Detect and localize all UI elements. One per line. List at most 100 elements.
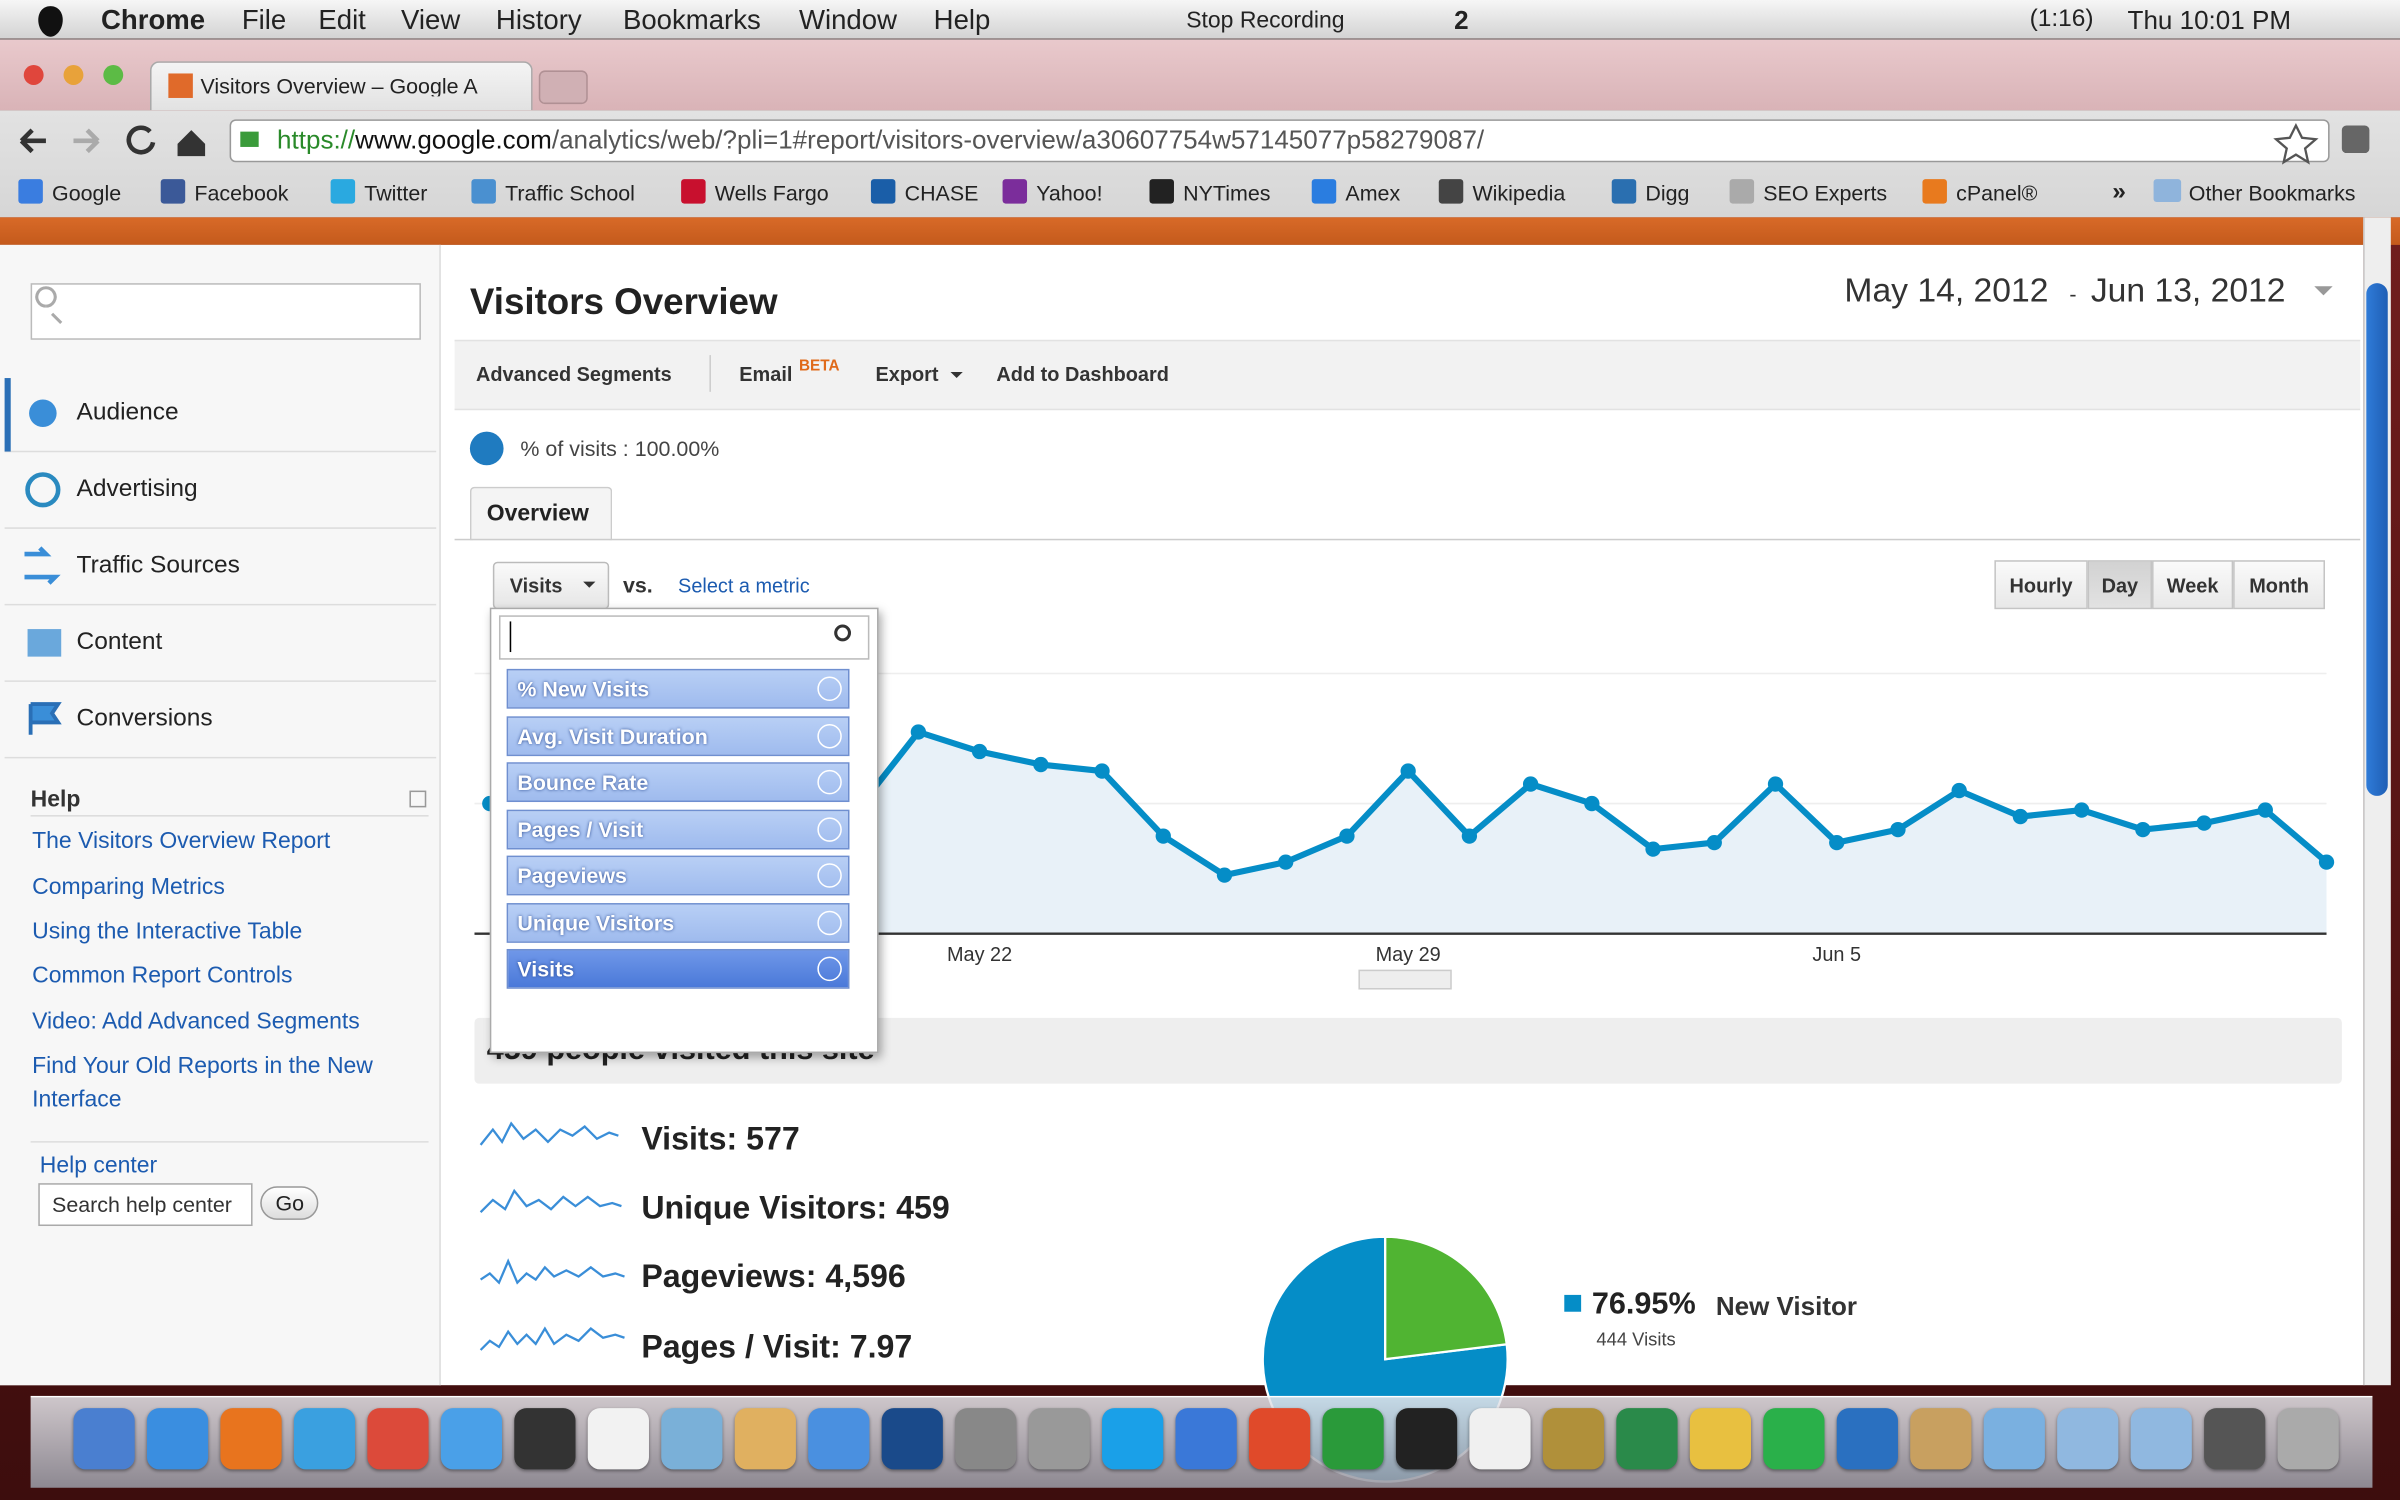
dropdown-item-label[interactable]: % New Visits bbox=[517, 676, 650, 702]
overview-tab[interactable] bbox=[469, 486, 613, 541]
help-link[interactable]: Find Your Old Reports in the New Interfa… bbox=[32, 1053, 373, 1113]
help-search-placeholder[interactable]: Search help center bbox=[52, 1193, 232, 1216]
dock-icon[interactable] bbox=[440, 1408, 503, 1470]
granularity-label[interactable]: Hourly bbox=[2009, 573, 2073, 597]
toolbar-item[interactable]: Advanced Segments bbox=[476, 361, 672, 385]
dock-icon[interactable] bbox=[2130, 1408, 2192, 1470]
dock-icon[interactable] bbox=[734, 1408, 796, 1470]
dock-icon[interactable] bbox=[1102, 1408, 1164, 1470]
nav-item[interactable]: Conversions bbox=[76, 705, 213, 732]
dock-icon[interactable] bbox=[955, 1408, 1017, 1470]
reload-button[interactable] bbox=[126, 125, 156, 155]
zoom-button[interactable] bbox=[103, 65, 124, 85]
menu-item[interactable]: File bbox=[241, 4, 287, 36]
forward-button[interactable] bbox=[73, 128, 100, 154]
dock-icon[interactable] bbox=[293, 1408, 356, 1470]
bookmark[interactable]: Traffic School bbox=[505, 180, 635, 206]
dock-icon[interactable] bbox=[1248, 1408, 1311, 1470]
dropdown-item[interactable] bbox=[506, 762, 850, 803]
dock-icon[interactable] bbox=[220, 1408, 282, 1470]
nav-item[interactable]: Traffic Sources bbox=[76, 552, 240, 579]
menu-item[interactable]: Window bbox=[798, 4, 897, 36]
dropdown-item[interactable] bbox=[506, 809, 850, 850]
dock-icon[interactable] bbox=[1542, 1408, 1605, 1470]
app-menu[interactable]: Chrome bbox=[101, 4, 206, 36]
bookmark[interactable]: CHASE bbox=[904, 180, 979, 206]
home-button[interactable] bbox=[177, 130, 206, 157]
dock-icon[interactable] bbox=[587, 1408, 649, 1470]
dock-icon[interactable] bbox=[73, 1408, 135, 1470]
bookmark[interactable]: Facebook bbox=[194, 180, 289, 206]
bookmark[interactable]: NYTimes bbox=[1183, 180, 1271, 206]
dock-icon[interactable] bbox=[1175, 1408, 1237, 1470]
menu-item[interactable]: Help bbox=[933, 4, 991, 36]
dock-icon[interactable] bbox=[1616, 1408, 1678, 1470]
bookmark[interactable]: Wikipedia bbox=[1472, 180, 1566, 206]
help-link[interactable]: Common Report Controls bbox=[32, 962, 293, 989]
metric-button-label[interactable]: Visits bbox=[509, 573, 563, 597]
browser-tab[interactable] bbox=[149, 61, 533, 111]
wrench-icon[interactable] bbox=[2341, 125, 2370, 154]
bookmark[interactable]: cPanel® bbox=[1956, 180, 2038, 206]
menu-item[interactable]: History bbox=[495, 4, 582, 36]
dropdown-item[interactable] bbox=[506, 903, 850, 943]
granularity-label[interactable]: Month bbox=[2249, 573, 2309, 597]
help-link[interactable]: Using the Interactive Table bbox=[32, 918, 303, 945]
bookmark[interactable]: SEO Experts bbox=[1763, 180, 1888, 206]
dock-icon[interactable] bbox=[1469, 1408, 1531, 1470]
granularity-label[interactable]: Day bbox=[2101, 573, 2139, 597]
help-link[interactable]: Comparing Metrics bbox=[32, 873, 225, 900]
select-metric[interactable]: Select a metric bbox=[678, 573, 810, 597]
dock-icon[interactable] bbox=[1763, 1408, 1825, 1470]
help-link[interactable]: Video: Add Advanced Segments bbox=[32, 1008, 360, 1035]
dock-icon[interactable] bbox=[661, 1408, 723, 1470]
granularity-button[interactable] bbox=[2087, 560, 2153, 610]
date-end[interactable]: Jun 13, 2012 bbox=[2090, 270, 2286, 310]
bookmark[interactable]: Digg bbox=[1645, 180, 1690, 206]
tab-title[interactable]: Visitors Overview – Google A bbox=[200, 74, 478, 97]
bookmark[interactable]: Twitter bbox=[364, 180, 428, 206]
dropdown-item[interactable] bbox=[506, 948, 850, 989]
menu-item[interactable]: Edit bbox=[318, 4, 366, 36]
dock-icon[interactable] bbox=[881, 1408, 943, 1470]
dropdown-item-label[interactable]: Visits bbox=[517, 956, 575, 982]
dropdown-search[interactable] bbox=[498, 615, 870, 660]
sidebar-search[interactable] bbox=[30, 283, 421, 340]
dock-icon[interactable] bbox=[1983, 1408, 2045, 1470]
dock-icon[interactable] bbox=[1395, 1408, 1458, 1470]
nav-item[interactable]: Content bbox=[76, 629, 163, 656]
apple-logo[interactable] bbox=[38, 6, 63, 37]
dropdown-item[interactable] bbox=[506, 855, 850, 896]
chart-handle[interactable] bbox=[1358, 969, 1452, 990]
back-button[interactable] bbox=[19, 128, 46, 154]
bookmark[interactable]: Amex bbox=[1345, 180, 1401, 206]
scroll-thumb[interactable] bbox=[2366, 283, 2388, 796]
help-center-link[interactable]: Help center bbox=[39, 1151, 158, 1178]
granularity-button[interactable] bbox=[2233, 560, 2325, 610]
granularity-button[interactable] bbox=[1994, 560, 2088, 610]
url-box[interactable] bbox=[229, 119, 2330, 163]
toolbar-item[interactable]: Export bbox=[875, 361, 939, 385]
dropdown-item-label[interactable]: Bounce Rate bbox=[517, 769, 649, 795]
dropdown-item[interactable] bbox=[506, 668, 850, 709]
dropdown-item-label[interactable]: Unique Visitors bbox=[517, 910, 675, 936]
toolbar-item[interactable]: Email bbox=[739, 361, 793, 385]
dropdown-item-label[interactable]: Avg. Visit Duration bbox=[517, 723, 708, 749]
dropdown-item[interactable] bbox=[506, 716, 850, 757]
granularity-button[interactable] bbox=[2152, 560, 2234, 610]
nav-item[interactable]: Audience bbox=[76, 399, 179, 426]
dock-icon[interactable] bbox=[146, 1408, 209, 1470]
dock-icon[interactable] bbox=[2057, 1408, 2119, 1470]
star-icon[interactable] bbox=[2273, 122, 2319, 165]
dock-icon[interactable] bbox=[2204, 1408, 2266, 1470]
dock-icon[interactable] bbox=[1910, 1408, 1972, 1470]
dock-icon[interactable] bbox=[367, 1408, 429, 1470]
clock[interactable]: Thu 10:01 PM bbox=[2127, 5, 2291, 35]
dock-icon[interactable] bbox=[808, 1408, 870, 1470]
bookmarks-more[interactable]: » bbox=[2112, 179, 2126, 206]
bookmark[interactable]: Google bbox=[52, 180, 122, 206]
close-button[interactable] bbox=[23, 65, 44, 85]
dock-icon[interactable] bbox=[1322, 1408, 1384, 1470]
other-bookmarks[interactable]: Other Bookmarks bbox=[2188, 180, 2356, 206]
nav-item[interactable]: Advertising bbox=[76, 476, 198, 503]
